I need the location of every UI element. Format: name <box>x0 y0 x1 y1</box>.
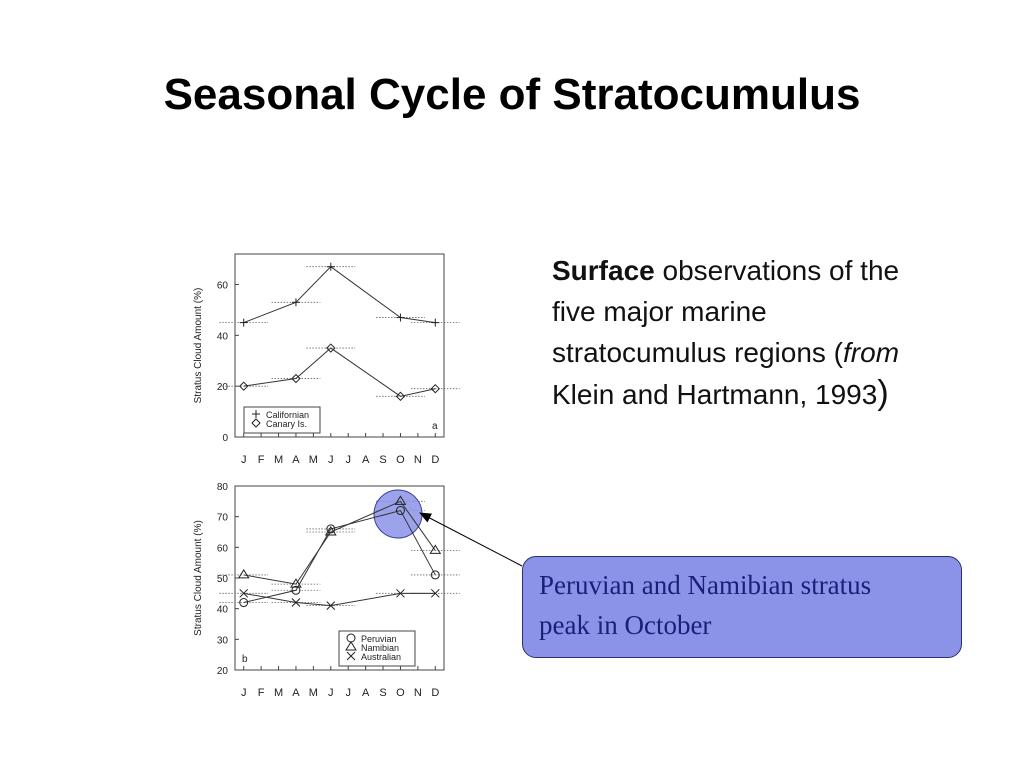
x-tick-label: M <box>274 687 283 699</box>
x-tick-label: S <box>379 454 386 466</box>
y-tick-label: 40 <box>217 605 229 616</box>
x-tick-label: O <box>396 687 405 699</box>
data-point-plus <box>326 262 335 271</box>
legend-marker-cross <box>346 651 356 661</box>
y-tick-label: 50 <box>217 574 229 585</box>
legend-marker-plus <box>252 410 260 418</box>
x-tick-label: J <box>241 687 247 699</box>
x-tick-label: M <box>309 454 318 466</box>
y-tick-label: 30 <box>217 635 229 646</box>
data-point-triangle <box>290 578 302 588</box>
y-tick-label: 70 <box>217 513 229 524</box>
x-tick-label: M <box>274 454 283 466</box>
x-tick-label: D <box>431 454 439 466</box>
data-point-cross <box>326 601 336 610</box>
legend-label: Australian <box>361 652 401 662</box>
x-tick-label: N <box>414 687 422 699</box>
x-tick-label: M <box>309 687 318 699</box>
plot-frame <box>234 253 445 438</box>
data-point-triangle <box>237 568 250 579</box>
panel-label: a <box>432 421 438 432</box>
x-tick-label: J <box>328 454 334 466</box>
legend-box <box>338 630 416 667</box>
series-line-canary-is- <box>243 347 436 397</box>
panel-label: b <box>242 654 248 665</box>
data-point-diamond <box>291 373 301 384</box>
data-point-plus <box>239 318 248 327</box>
legend-marker-diamond <box>251 418 261 428</box>
legend-label: Canary Is. <box>266 419 307 429</box>
y-tick-label: 20 <box>217 382 229 393</box>
data-point-plus <box>291 298 300 307</box>
x-tick-label: J <box>241 454 247 466</box>
data-point-plus <box>431 318 440 327</box>
y-tick-label: 80 <box>217 482 229 493</box>
x-tick-label: O <box>396 454 405 466</box>
x-tick-label: J <box>345 687 351 699</box>
series-line-namibian <box>243 500 436 585</box>
data-point-diamond <box>430 384 440 394</box>
callout-line-2: peak in October <box>539 610 712 640</box>
data-point-cross <box>396 588 405 598</box>
x-tick-label: S <box>379 687 386 699</box>
x-tick-label: A <box>292 687 300 699</box>
x-tick-label: J <box>345 454 351 466</box>
desc-bold: Surface <box>552 255 655 286</box>
x-tick-label: D <box>431 687 439 699</box>
series-line-californian <box>243 266 436 324</box>
x-tick-label: F <box>258 454 265 466</box>
data-point-plus <box>396 313 405 322</box>
desc-part2: observations of the five major marine st… <box>552 255 900 368</box>
x-tick-label: F <box>258 687 265 699</box>
y-tick-label: 20 <box>217 666 229 677</box>
legend-marker-triangle <box>345 641 357 651</box>
callout-arrow <box>419 512 523 567</box>
data-point-diamond <box>395 391 406 402</box>
y-tick-label: 60 <box>217 281 229 292</box>
data-point-cross <box>239 588 249 598</box>
data-point-triangle <box>429 544 442 554</box>
x-tick-label: A <box>362 687 370 699</box>
slide-title: Seasonal Cycle of Stratocumulus <box>163 70 861 119</box>
y-tick-label: 40 <box>217 331 229 342</box>
callout-box: Peruvian and Namibian stratus peak in Oc… <box>522 556 962 658</box>
x-tick-label: J <box>328 687 334 699</box>
data-point-cross <box>430 588 440 598</box>
x-tick-label: A <box>362 454 370 466</box>
data-point-diamond <box>239 381 249 391</box>
data-point-circle <box>326 524 336 534</box>
chart-b-marks-overlay <box>237 495 442 610</box>
series-line-australian <box>243 592 436 607</box>
description-text: Surface observations of the five major m… <box>552 250 912 415</box>
desc-close-paren: ) <box>877 374 889 412</box>
data-point-circle <box>395 506 405 516</box>
data-point-cross <box>291 598 301 607</box>
data-point-triangle <box>324 526 337 536</box>
x-tick-label: N <box>414 454 422 466</box>
x-tick-label: A <box>292 454 300 466</box>
data-point-circle <box>430 570 440 580</box>
data-point-circle <box>239 598 249 608</box>
y-tick-label: 0 <box>222 433 228 444</box>
data-point-circle <box>291 585 301 595</box>
data-point-triangle <box>394 495 407 505</box>
desc-part4: Klein and Hartmann, 1993 <box>552 379 878 410</box>
y-axis-label: Stratus Cloud Amount (%) <box>193 288 204 404</box>
series-line-peruvian <box>243 509 436 604</box>
y-axis-label: Stratus Cloud Amount (%) <box>193 520 204 636</box>
desc-italic: from <box>843 337 900 368</box>
legend-label: Peruvian <box>361 634 397 644</box>
data-point-diamond <box>326 343 336 353</box>
legend-label: Californian <box>266 410 309 420</box>
callout-line-1: Peruvian and Namibian stratus <box>539 570 872 600</box>
y-tick-label: 60 <box>217 543 229 554</box>
legend-label: Namibian <box>361 643 399 653</box>
